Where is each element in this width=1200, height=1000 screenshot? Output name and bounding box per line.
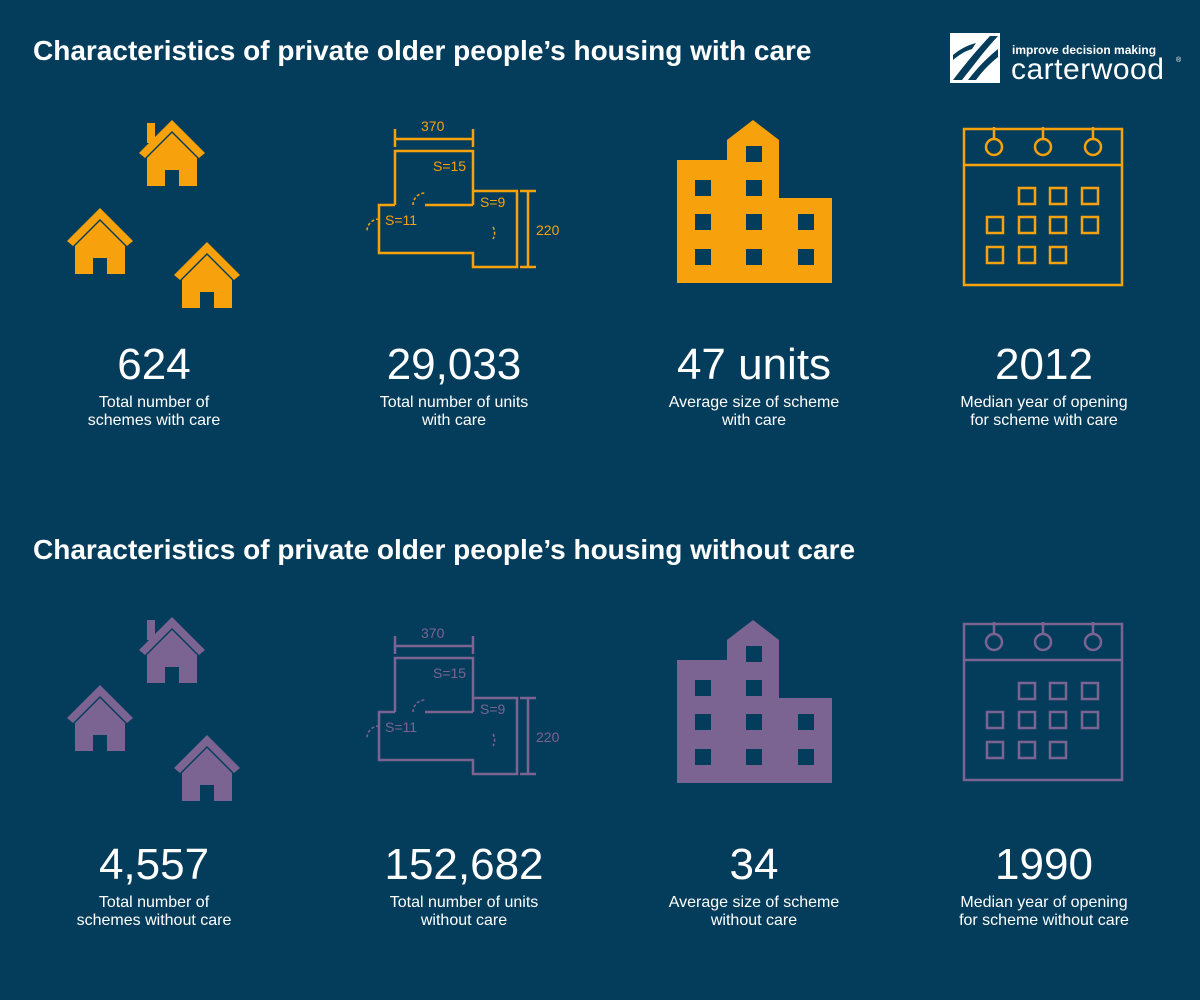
houses-icon (67, 120, 240, 308)
logo-registered-mark: ® (1176, 57, 1182, 64)
stat-total-units-with-care: 29,033 Total number of units with care (309, 340, 599, 430)
logo-wordmark: carterwood (1011, 53, 1165, 86)
stat-total-schemes-without-care: 4,557 Total number of schemes without car… (9, 840, 299, 930)
floor-plan-height-label: 220 (536, 222, 560, 238)
stat-caption: Median year of opening for scheme with ca… (960, 394, 1128, 429)
building-icon (677, 120, 832, 283)
floor-plan-width-label: 370 (421, 625, 445, 641)
section-title-with-care: Characteristics of private older people’… (33, 35, 812, 66)
stat-average-size-without-care: 34 Average size of scheme without care (609, 840, 899, 930)
calendar-icon (962, 127, 1124, 287)
stat-value: 1990 (995, 840, 1093, 889)
calendar-icon (962, 622, 1124, 782)
section-title-without-care: Characteristics of private older people’… (33, 534, 856, 565)
floor-plan-room-label: S=15 (433, 158, 466, 174)
floor-plan-height-label: 220 (536, 729, 560, 745)
stat-value: 2012 (995, 340, 1093, 389)
stat-value: 4,557 (98, 840, 210, 889)
stat-median-year-without-care: 1990 Median year of opening for scheme wi… (899, 840, 1189, 930)
stat-caption: Total number of schemes without care (76, 894, 232, 929)
floor-plan-room-label: S=9 (480, 701, 506, 717)
stat-total-schemes-with-care: 624 Total number of schemes with care (9, 340, 299, 430)
stat-caption: Total number of units with care (379, 394, 529, 429)
houses-icon (67, 617, 240, 801)
stat-value: 34 (729, 840, 779, 889)
stat-caption: Median year of opening for scheme without… (959, 894, 1129, 929)
stat-value: 624 (117, 340, 191, 389)
stat-value: 29,033 (386, 340, 522, 389)
floor-plan-room-label: S=11 (385, 719, 417, 735)
carterwood-logo: improve decision making carterwood ® (950, 33, 1185, 85)
stat-value: 152,682 (384, 840, 544, 889)
floor-plan-room-label: S=15 (433, 665, 466, 681)
building-icon (677, 620, 832, 783)
floor-plan-room-label: S=11 (385, 212, 417, 228)
logo-tagline: improve decision making (1012, 43, 1157, 57)
stat-caption: Average size of scheme without care (668, 894, 840, 929)
floor-plan-room-label: S=9 (480, 194, 506, 210)
stat-caption: Total number of units without care (389, 894, 539, 929)
stat-median-year-with-care: 2012 Median year of opening for scheme wi… (899, 340, 1189, 430)
stat-total-units-without-care: 152,682 Total number of units without car… (319, 840, 609, 930)
floor-plan-icon: 370 S=15 S=9 S=11 220 (366, 118, 560, 269)
floor-plan-icon: 370 S=15 S=9 S=11 220 (366, 625, 560, 776)
stat-caption: Total number of schemes with care (87, 394, 221, 429)
stat-average-size-with-care: 47 units Average size of scheme with care (609, 340, 899, 430)
stat-value: 47 units (676, 340, 832, 389)
floor-plan-width-label: 370 (421, 118, 445, 134)
carterwood-logo-mark-icon (950, 33, 1000, 83)
stat-caption: Average size of scheme with care (668, 394, 840, 429)
